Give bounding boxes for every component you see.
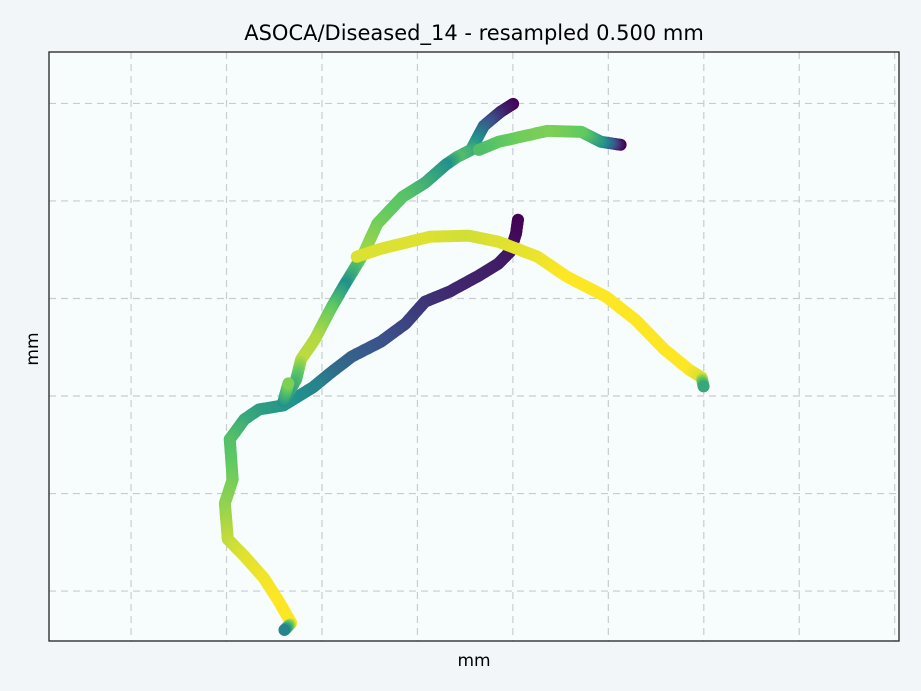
centerline-point	[282, 377, 295, 390]
centerline-series-3	[350, 229, 710, 393]
grid-lines	[49, 52, 899, 641]
centerline-points	[218, 97, 710, 637]
chart-title: ASOCA/Diseased_14 - resampled 0.500 mm	[244, 21, 704, 46]
plot-frame	[48, 51, 900, 642]
centerline-point	[278, 624, 291, 637]
centerline-point	[472, 143, 485, 156]
y-axis-label: mm	[23, 332, 43, 365]
centerline-series-2	[472, 124, 627, 156]
centerline-point	[697, 380, 710, 393]
x-axis-label: mm	[457, 651, 490, 671]
